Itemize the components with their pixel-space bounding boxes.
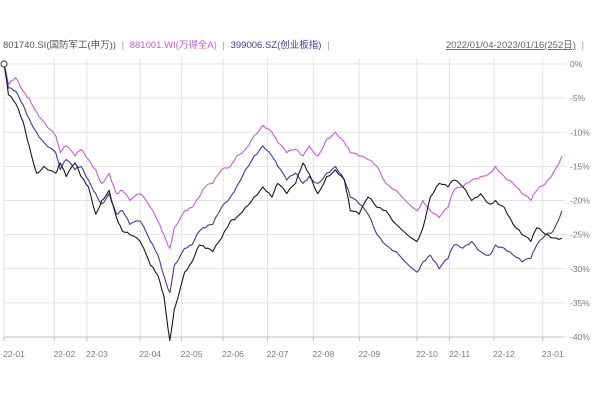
y-tick-label: -15% bbox=[570, 161, 590, 171]
svg-text:2022/01/04-2023/01/16(252日): 2022/01/04-2023/01/16(252日) | bbox=[446, 40, 584, 51]
y-tick-label: -5% bbox=[570, 93, 586, 103]
series-line-2[interactable] bbox=[3, 63, 563, 249]
x-tick-label: 22-11 bbox=[449, 349, 470, 359]
legend-separator-1: | bbox=[122, 40, 124, 51]
x-tick-label: 22-06 bbox=[222, 349, 244, 359]
x-tick-label: 22-04 bbox=[139, 349, 161, 359]
svg-text:801740.SI(国防军工(申万)) |: 801740.SI(国防军工(申万)) | 881001.WI(万得全A) | … bbox=[3, 39, 330, 51]
series-line-3[interactable] bbox=[3, 63, 563, 294]
legend-separator-2: | bbox=[223, 40, 225, 51]
legend-separator-3: | bbox=[327, 40, 329, 51]
axes bbox=[3, 336, 562, 341]
legend-series-2-label[interactable]: 881001.WI(万得全A) bbox=[130, 39, 217, 51]
x-tick-label: 22-05 bbox=[181, 349, 203, 359]
y-tick-label: -20% bbox=[570, 196, 590, 206]
series-layer bbox=[3, 63, 563, 341]
x-tick-label: 22-09 bbox=[358, 349, 380, 359]
x-tick-label: 22-01 bbox=[3, 349, 25, 359]
grid bbox=[3, 58, 566, 338]
tick-labels: 0% -5% -10% -15% -20% -25% -30% -35% -40% 22-01 22… bbox=[3, 59, 590, 359]
legend: 801740.SI(国防军工(申万)) | 881001.WI(万得全A) | … bbox=[3, 39, 584, 51]
y-tick-label: -40% bbox=[570, 332, 590, 342]
x-tick-label: 22-03 bbox=[86, 349, 108, 359]
y-tick-label: 0% bbox=[570, 59, 583, 69]
x-tick-label: 22-02 bbox=[53, 349, 75, 359]
x-tick-label: 22-10 bbox=[416, 349, 438, 359]
y-tick-label: -25% bbox=[570, 230, 590, 240]
legend-series-3-label[interactable]: 399006.SZ(创业板指) bbox=[231, 39, 322, 51]
start-point-circle[interactable] bbox=[0, 60, 8, 68]
series-line-1[interactable] bbox=[3, 63, 563, 341]
x-tick-label: 22-08 bbox=[312, 349, 334, 359]
y-tick-label: -35% bbox=[570, 298, 590, 308]
date-range-separator: | bbox=[582, 40, 584, 51]
x-tick-label: 22-07 bbox=[267, 349, 289, 359]
x-tick-label: 23-01 bbox=[542, 349, 564, 359]
y-tick-label: -30% bbox=[570, 264, 590, 274]
start-point-marker[interactable] bbox=[0, 60, 8, 68]
y-tick-label: -10% bbox=[570, 127, 590, 137]
date-range-selector[interactable]: 2022/01/04-2023/01/16(252日) bbox=[446, 40, 576, 51]
legend-series-1-label[interactable]: 801740.SI(国防军工(申万)) bbox=[3, 39, 116, 51]
x-tick-label: 22-12 bbox=[493, 349, 515, 359]
